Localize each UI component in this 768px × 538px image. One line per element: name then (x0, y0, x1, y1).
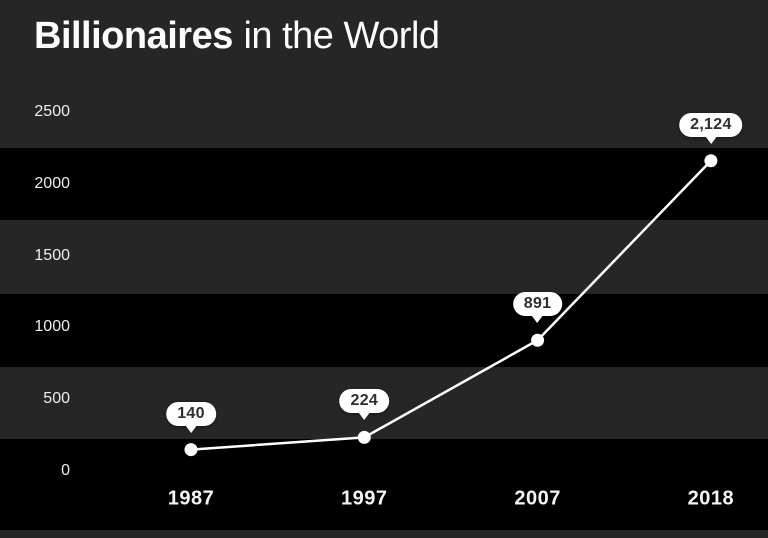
x-tick-label: 1987 (167, 487, 215, 510)
y-tick-label: 0 (61, 462, 70, 479)
x-tick-label: 2007 (514, 487, 561, 510)
y-tick-label: 1500 (34, 246, 70, 264)
grid-band (0, 439, 768, 530)
x-tick-label: 2018 (687, 487, 735, 510)
chart-title-rest: in the World (243, 15, 440, 57)
y-tick-label: 500 (43, 390, 70, 408)
data-point (531, 333, 545, 347)
chart-title-bold: Billionaires (34, 15, 233, 57)
chart-title: Billionaires in the World (34, 15, 440, 58)
y-tick-label: 1000 (34, 318, 70, 336)
value-bubble: 140 (166, 401, 216, 426)
y-tick-label: 2500 (34, 103, 70, 120)
value-bubble: 224 (339, 389, 390, 414)
value-bubble: 2,124 (679, 112, 743, 137)
data-point (357, 430, 371, 444)
grid-band (0, 148, 768, 220)
series-line (190, 159, 712, 451)
x-tick-label: 1997 (341, 487, 388, 510)
data-point (184, 443, 198, 457)
grid-band (0, 294, 768, 367)
y-tick-label: 2000 (34, 174, 70, 192)
value-bubble: 891 (512, 292, 563, 317)
data-point (704, 154, 718, 168)
